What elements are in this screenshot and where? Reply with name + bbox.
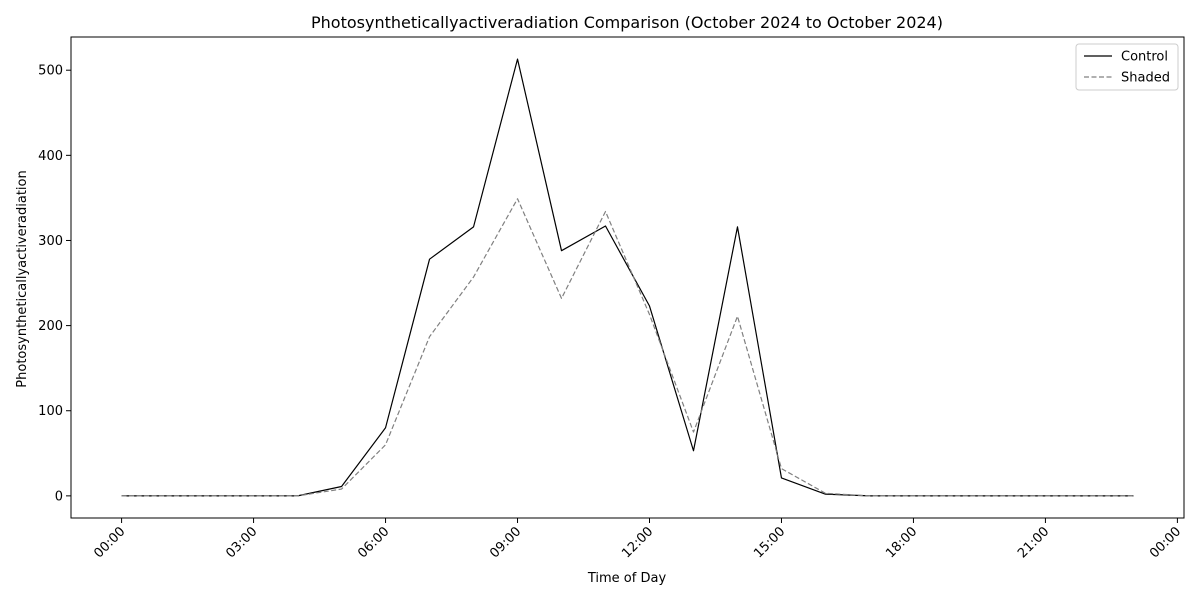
y-tick-label: 300 [38, 234, 63, 249]
y-tick-label: 400 [38, 149, 63, 164]
legend-label-control: Control [1121, 50, 1168, 65]
y-tick-label: 200 [38, 319, 63, 334]
y-tick-label: 500 [38, 64, 63, 79]
x-axis-label: Time of Day [587, 571, 667, 586]
y-tick-label: 100 [38, 404, 63, 419]
x-tick-label: 06:00 [355, 524, 392, 561]
x-axis: 00:00 03:00 06:00 09:00 12:00 15:00 18:00 21:00… [91, 518, 1184, 561]
x-tick-label: 15:00 [751, 524, 788, 561]
y-tick-label: 0 [55, 489, 63, 504]
x-tick-label: 18:00 [883, 524, 920, 561]
chart-title: Photosyntheticallyactiveradiation Compar… [311, 13, 943, 32]
x-tick-label: 00:00 [91, 524, 128, 561]
x-tick-label: 21:00 [1015, 524, 1052, 561]
x-tick-label: 03:00 [223, 524, 260, 561]
x-tick-label: 00:00 [1147, 524, 1184, 561]
x-tick-label: 09:00 [487, 524, 524, 561]
plot-area [70, 36, 1185, 519]
x-tick-label: 12:00 [619, 524, 656, 561]
y-axis-label: Photosyntheticallyactiveradiation [15, 170, 30, 387]
legend-label-shaded: Shaded [1121, 71, 1170, 86]
plot-frame [70, 36, 1185, 519]
series-line-shaded [121, 198, 1134, 497]
y-axis: 0 100 200 300 400 500 [38, 64, 71, 504]
legend: Control Shaded [1075, 43, 1179, 91]
series-line-control [121, 58, 1134, 497]
